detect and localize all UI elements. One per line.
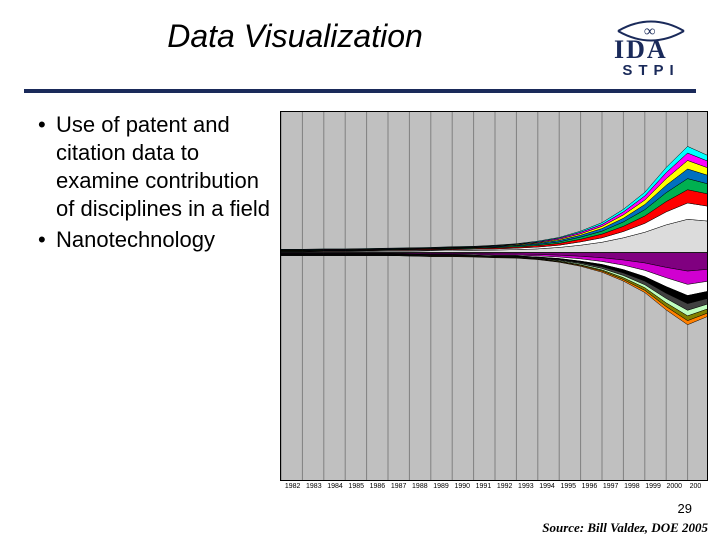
source-credit: Source: Bill Valdez, DOE 2005 (542, 520, 708, 536)
page-title: Data Visualization (24, 18, 606, 55)
chart-x-axis: 1982198319841985198619871988198919901991… (280, 481, 708, 490)
bullet-item: Use of patent and citation data to exami… (38, 111, 274, 224)
bullet-list: Use of patent and citation data to exami… (38, 111, 274, 490)
ida-logo: ∞ IDA STPI (606, 18, 696, 79)
logo-subtitle: STPI (622, 62, 679, 79)
bullet-item: Nanotechnology (38, 226, 274, 254)
ida-logo-svg: ∞ IDA (610, 18, 692, 60)
page-number: 29 (678, 501, 692, 516)
streamgraph-chart (280, 111, 708, 481)
svg-text:IDA: IDA (614, 35, 668, 60)
